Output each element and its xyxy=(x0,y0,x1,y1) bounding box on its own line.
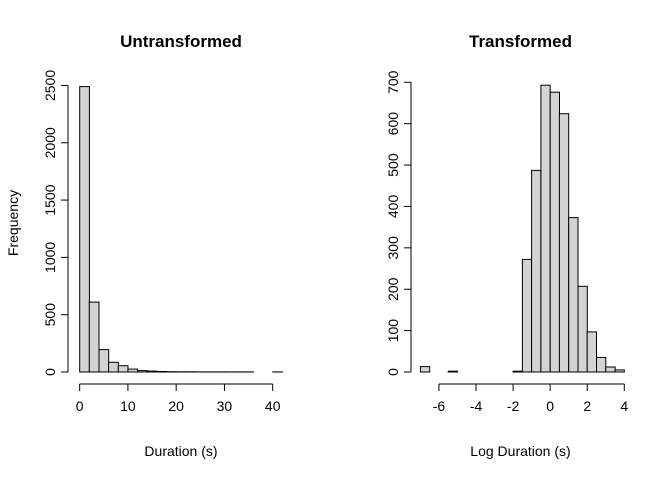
left-x-axis-label: Duration (s) xyxy=(144,443,217,459)
left-histogram-bar xyxy=(157,372,167,373)
right-histogram-bar xyxy=(522,259,531,372)
right-histogram-bar xyxy=(448,371,457,372)
left-histogram-bar xyxy=(147,371,157,372)
left-y-tick-label: 1000 xyxy=(42,242,58,273)
right-y-tick-label: 0 xyxy=(385,368,401,376)
left-y-axis-label: Frequency xyxy=(5,190,21,256)
left-y-tick-label: 500 xyxy=(42,303,58,327)
right-y-tick-label: 300 xyxy=(385,236,401,260)
right-x-axis-label: Log Duration (s) xyxy=(470,443,570,459)
left-histogram-bar xyxy=(89,302,99,372)
left-histogram-panel: 0 500 1000 1500 2000 2500 0 10 20 30 40 xyxy=(42,70,282,414)
right-histogram-bar xyxy=(420,367,429,372)
right-histogram-bar xyxy=(559,114,568,372)
right-chart-title: Transformed xyxy=(469,32,572,51)
right-histogram-bar xyxy=(587,332,596,372)
right-x-tick-label: -6 xyxy=(433,398,446,414)
left-y-tick-label: 0 xyxy=(42,368,58,376)
left-histogram-bar xyxy=(128,369,138,372)
right-histogram-bar xyxy=(578,286,587,372)
right-y-tick-label: 700 xyxy=(385,70,401,94)
left-histogram-bar xyxy=(80,87,90,372)
right-x-tick-label: 2 xyxy=(583,398,591,414)
left-histogram-bar xyxy=(99,350,109,372)
left-x-tick-label: 10 xyxy=(120,398,136,414)
right-histogram-bar xyxy=(541,85,550,372)
right-y-tick-label: 600 xyxy=(385,112,401,136)
left-histogram-bar xyxy=(109,362,119,372)
right-histogram-bar xyxy=(513,371,522,372)
right-histogram-bar xyxy=(532,170,541,372)
right-y-tick-label: 200 xyxy=(385,277,401,301)
right-y-tick-label: 400 xyxy=(385,195,401,219)
right-histogram-bar xyxy=(569,218,578,372)
right-histogram-bar xyxy=(597,358,606,373)
left-x-tick-label: 30 xyxy=(217,398,233,414)
right-histogram-bar xyxy=(606,367,615,372)
left-x-tick-label: 40 xyxy=(265,398,281,414)
right-histogram-panel: 0 100 200 300 400 500 600 700 -6 -4 -2 0 2 4 xyxy=(385,70,628,414)
right-x-tick-label: -2 xyxy=(507,398,520,414)
left-x-tick-label: 20 xyxy=(168,398,184,414)
left-y-tick-label: 2500 xyxy=(42,70,58,101)
left-x-tick-label: 0 xyxy=(76,398,84,414)
right-histogram-bar xyxy=(615,370,624,372)
left-histogram-bar xyxy=(118,366,128,372)
right-y-tick-label: 500 xyxy=(385,153,401,177)
right-x-tick-label: 0 xyxy=(546,398,554,414)
left-y-tick-label: 1500 xyxy=(42,184,58,215)
left-chart-title: Untransformed xyxy=(120,32,242,51)
right-x-tick-label: -4 xyxy=(470,398,483,414)
right-x-tick-label: 4 xyxy=(620,398,628,414)
right-y-tick-label: 100 xyxy=(385,319,401,343)
right-histogram-bar xyxy=(550,92,559,372)
left-histogram-bar xyxy=(138,371,148,372)
left-y-tick-label: 2000 xyxy=(42,127,58,158)
